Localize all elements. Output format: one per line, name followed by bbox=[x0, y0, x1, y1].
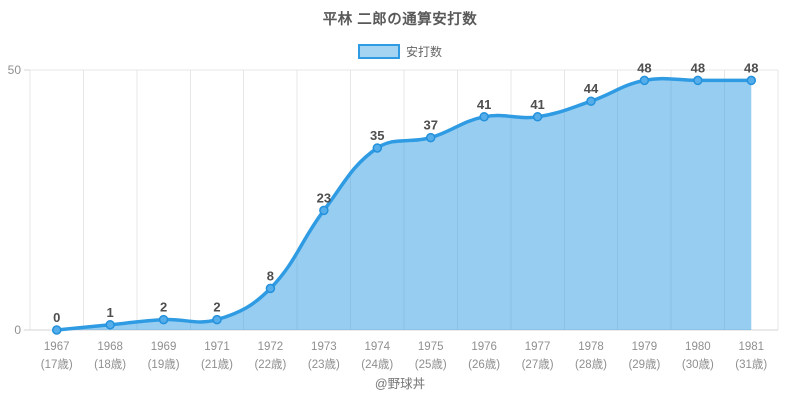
x-tick-label-age: (22歳) bbox=[254, 358, 286, 371]
data-point-label: 48 bbox=[637, 60, 651, 75]
x-tick-label-age: (26歳) bbox=[468, 358, 500, 371]
data-point-marker[interactable] bbox=[158, 314, 169, 325]
data-point-marker[interactable] bbox=[212, 314, 222, 325]
legend-item-hits[interactable]: 安打数 bbox=[0, 43, 800, 59]
y-tick-label: 0 bbox=[14, 323, 21, 337]
y-tick-label: 50 bbox=[8, 63, 22, 77]
x-tick-label-year: 1974 bbox=[364, 341, 390, 353]
line-series bbox=[54, 76, 754, 332]
data-point-marker[interactable] bbox=[479, 112, 489, 122]
data-point-label: 8 bbox=[267, 268, 274, 283]
data-point-marker[interactable] bbox=[372, 143, 383, 153]
data-point-label: 44 bbox=[584, 81, 599, 96]
x-tick-label-year: 1978 bbox=[578, 341, 604, 353]
x-tick-label-age: (23歳) bbox=[308, 358, 340, 371]
data-point-label: 35 bbox=[370, 128, 384, 143]
data-point-label: 41 bbox=[477, 97, 491, 112]
x-tick-label-year: 1975 bbox=[418, 341, 444, 353]
data-point-marker[interactable] bbox=[265, 283, 276, 294]
data-point-label: 23 bbox=[317, 190, 331, 205]
x-tick-label-year: 1976 bbox=[471, 341, 497, 353]
data-point-marker[interactable] bbox=[586, 96, 596, 106]
x-tick-label-age: (30歳) bbox=[682, 358, 714, 371]
data-point-marker[interactable] bbox=[425, 132, 436, 143]
x-tick-label-year: 1968 bbox=[97, 341, 123, 353]
data-point-label: 37 bbox=[423, 118, 437, 133]
data-point-label: 2 bbox=[160, 300, 167, 315]
legend-swatch bbox=[357, 43, 400, 59]
x-tick-label-age: (24歳) bbox=[361, 358, 393, 371]
x-tick-label-year: 1967 bbox=[44, 341, 70, 353]
x-tick-label-age: (28歳) bbox=[575, 358, 607, 371]
data-point-label: 2 bbox=[213, 300, 220, 315]
x-tick-label-age: (29歳) bbox=[628, 358, 660, 371]
data-point-marker[interactable] bbox=[693, 75, 703, 86]
data-point-marker[interactable] bbox=[639, 75, 650, 86]
x-tick-label-age: (18歳) bbox=[94, 358, 126, 371]
x-tick-label-age: (25歳) bbox=[415, 358, 447, 371]
data-point-marker[interactable] bbox=[532, 112, 543, 122]
data-point-marker[interactable] bbox=[746, 75, 757, 86]
x-tick-label-year: 1972 bbox=[258, 341, 284, 353]
x-tick-label-age: (19歳) bbox=[148, 358, 180, 371]
data-point-label: 0 bbox=[53, 310, 60, 325]
data-point-label: 48 bbox=[744, 60, 758, 75]
x-tick-label-age: (21歳) bbox=[201, 358, 233, 371]
legend-label: 安打数 bbox=[405, 44, 442, 59]
x-tick-label-year: 1971 bbox=[204, 341, 230, 353]
x-tick-label-year: 1980 bbox=[685, 341, 711, 353]
data-point-marker[interactable] bbox=[105, 320, 115, 330]
area-fill bbox=[56, 78, 752, 331]
data-point-marker[interactable] bbox=[51, 325, 62, 335]
x-tick-label-year: 1979 bbox=[632, 341, 658, 353]
x-tick-label-age: (31歳) bbox=[735, 358, 767, 371]
x-tick-label-year: 1981 bbox=[738, 341, 764, 353]
data-point-label: 1 bbox=[107, 305, 114, 320]
footer-credit: @野球丼 bbox=[374, 377, 426, 391]
x-tick-label-year: 1977 bbox=[525, 341, 551, 353]
data-point-marker[interactable] bbox=[319, 205, 329, 216]
data-point-label: 48 bbox=[691, 60, 705, 75]
chart-title: 平林 二郎の通算安打数 bbox=[322, 12, 478, 28]
x-tick-label-age: (17歳) bbox=[41, 358, 73, 371]
data-point-label: 41 bbox=[530, 97, 544, 112]
x-tick-label-age: (27歳) bbox=[522, 358, 554, 371]
x-tick-label-year: 1969 bbox=[151, 341, 177, 353]
x-tick-label-year: 1973 bbox=[311, 341, 337, 353]
